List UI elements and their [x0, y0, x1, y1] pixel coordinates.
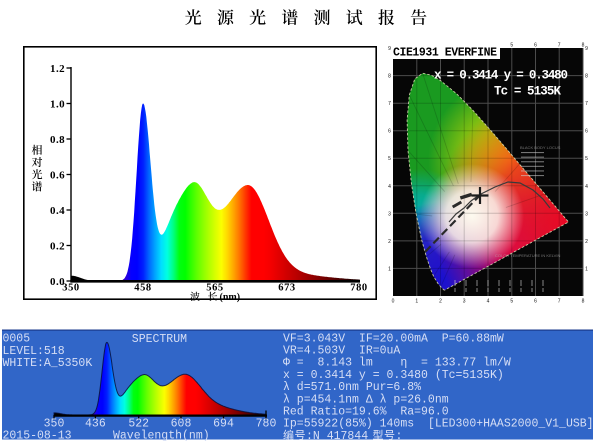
- svg-text:WHITE:A_5350K: WHITE:A_5350K: [3, 357, 93, 370]
- svg-text:7: 7: [388, 101, 391, 107]
- svg-text:CIE1931 EVERFINE: CIE1931 EVERFINE: [393, 47, 497, 60]
- svg-text:522: 522: [128, 418, 149, 431]
- svg-text:Red Ratio=19.6% Ra=96.0: Red Ratio=19.6% Ra=96.0: [283, 406, 449, 419]
- svg-text:673: 673: [278, 283, 296, 294]
- svg-text:x = 0.3414 y = 0.3480 (Tc=5135: x = 0.3414 y = 0.3480 (Tc=5135K): [283, 369, 504, 382]
- svg-text:780: 780: [256, 418, 277, 431]
- svg-text:Tc = 5135K: Tc = 5135K: [494, 85, 561, 99]
- svg-text::N 417844: :N 417844: [306, 430, 368, 443]
- svg-text:9: 9: [585, 46, 588, 52]
- svg-text:0005: 0005: [3, 333, 31, 346]
- svg-text:Ip=55922(85%) 140ms [LED300+H: Ip=55922(85%) 140ms [LED300+HAAS2000_V1_…: [283, 418, 594, 431]
- svg-text:350: 350: [44, 418, 65, 431]
- svg-text:λ p=454.1nm Δ λ p=26.0nm: λ p=454.1nm Δ λ p=26.0nm: [283, 393, 449, 406]
- svg-text:7: 7: [585, 101, 588, 107]
- svg-text:Φ = 8.143 lm η = 133.77 l: Φ = 8.143 lm η = 133.77 lm/W: [283, 357, 511, 370]
- svg-text:λ d=571.0nm Pur=6.8%: λ d=571.0nm Pur=6.8%: [283, 381, 421, 394]
- svg-text:6: 6: [534, 299, 537, 305]
- svg-text:5: 5: [388, 156, 391, 162]
- svg-text:5: 5: [510, 299, 513, 305]
- svg-text:4: 4: [388, 184, 391, 190]
- svg-text:6: 6: [585, 129, 588, 135]
- svg-text:2015-08-13: 2015-08-13: [3, 430, 72, 443]
- svg-text:1.2: 1.2: [50, 63, 65, 75]
- svg-text:1.0: 1.0: [50, 98, 65, 110]
- svg-text:SPECTRUM: SPECTRUM: [132, 333, 187, 346]
- svg-text:0.8: 0.8: [50, 134, 65, 146]
- svg-text:5: 5: [585, 156, 588, 162]
- svg-text:Wavelength(nm): Wavelength(nm): [113, 430, 210, 443]
- svg-text:2: 2: [388, 239, 391, 245]
- svg-text:VF=3.043V IF=20.00mA P=60.88: VF=3.043V IF=20.00mA P=60.88mW: [283, 332, 504, 345]
- svg-text:9: 9: [388, 46, 391, 52]
- svg-text:(nm): (nm): [220, 292, 241, 303]
- svg-text:6: 6: [534, 43, 537, 49]
- svg-text:1: 1: [388, 266, 391, 272]
- svg-text:4: 4: [487, 299, 490, 305]
- svg-text:4: 4: [585, 184, 588, 190]
- svg-text:3: 3: [585, 211, 588, 217]
- svg-text:8: 8: [582, 43, 585, 49]
- svg-text:350: 350: [62, 283, 80, 294]
- svg-text:8: 8: [388, 74, 391, 80]
- svg-text:694: 694: [213, 418, 234, 431]
- svg-text:0.2: 0.2: [50, 240, 65, 252]
- svg-text:VR=4.503V IR=0uA: VR=4.503V IR=0uA: [283, 345, 400, 358]
- svg-text:x = 0.3414 y = 0.3480: x = 0.3414 y = 0.3480: [434, 69, 568, 83]
- svg-text:7: 7: [558, 299, 561, 305]
- svg-text:608: 608: [171, 418, 192, 431]
- svg-text:780: 780: [350, 283, 368, 294]
- svg-text:8: 8: [585, 74, 588, 80]
- svg-text:BLACK BODY LOCUS: BLACK BODY LOCUS: [520, 145, 561, 150]
- svg-text:5: 5: [510, 43, 513, 49]
- svg-text:LEVEL:518: LEVEL:518: [3, 345, 65, 358]
- svg-text:0.4: 0.4: [50, 205, 65, 217]
- svg-text:565: 565: [206, 283, 224, 294]
- svg-text:3: 3: [388, 211, 391, 217]
- svg-text:COLOR TEMPERATURE IN KELVIN: COLOR TEMPERATURE IN KELVIN: [495, 253, 560, 258]
- svg-text:2: 2: [585, 239, 588, 245]
- svg-text:3: 3: [463, 299, 466, 305]
- svg-text:1: 1: [415, 299, 418, 305]
- svg-text:2: 2: [439, 299, 442, 305]
- svg-text:0: 0: [392, 299, 395, 305]
- svg-text:7: 7: [558, 43, 561, 49]
- svg-text:436: 436: [85, 418, 106, 431]
- svg-text::: :: [396, 430, 403, 443]
- svg-text:6: 6: [388, 129, 391, 135]
- svg-text:458: 458: [134, 283, 152, 294]
- svg-text:0.6: 0.6: [50, 169, 65, 181]
- svg-text:0.0: 0.0: [50, 276, 65, 288]
- svg-text:8: 8: [582, 299, 585, 305]
- svg-text:1: 1: [585, 266, 588, 272]
